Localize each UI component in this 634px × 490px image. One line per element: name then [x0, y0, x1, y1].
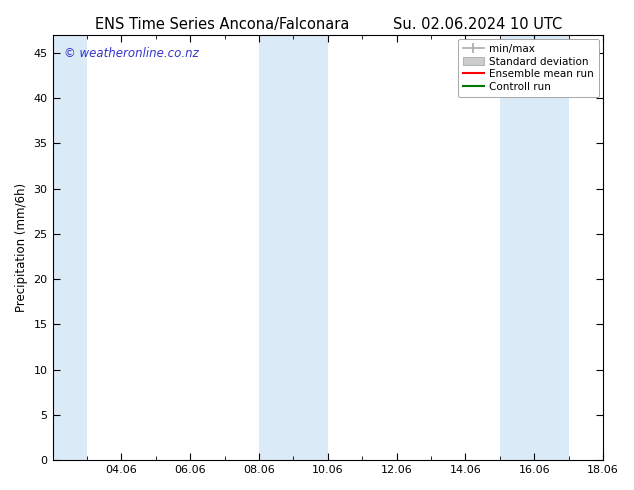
Text: ENS Time Series Ancona/Falconara: ENS Time Series Ancona/Falconara [95, 17, 349, 32]
Bar [534, 35, 569, 460]
Bar [294, 35, 328, 460]
Bar [259, 35, 294, 460]
Legend: min/max, Standard deviation, Ensemble mean run, Controll run: min/max, Standard deviation, Ensemble me… [458, 39, 599, 97]
Bar [53, 35, 87, 460]
Text: © weatheronline.co.nz: © weatheronline.co.nz [63, 48, 198, 60]
Text: Su. 02.06.2024 10 UTC: Su. 02.06.2024 10 UTC [393, 17, 562, 32]
Bar [500, 35, 534, 460]
Y-axis label: Precipitation (mm/6h): Precipitation (mm/6h) [15, 183, 28, 312]
